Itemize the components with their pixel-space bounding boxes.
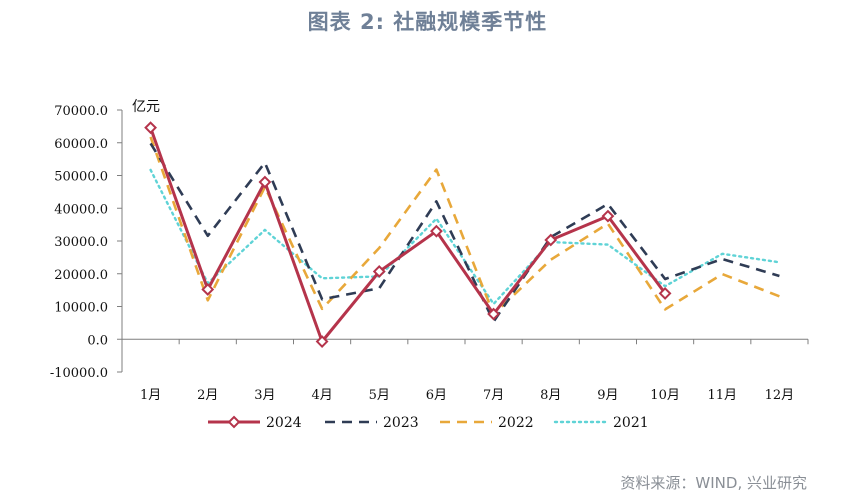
x-tick-label: 12月 bbox=[765, 388, 795, 403]
series-line-2021 bbox=[149, 168, 781, 306]
y-tick-label: 60000.0 bbox=[54, 137, 108, 152]
data-point-2024 bbox=[430, 224, 443, 238]
data-point-2024 bbox=[258, 175, 272, 189]
y-tick-label: -10000.0 bbox=[50, 366, 108, 381]
y-tick-label: 10000.0 bbox=[54, 301, 108, 316]
series-line-2024 bbox=[149, 127, 667, 343]
legend-label-2024: 2024 bbox=[266, 415, 302, 431]
y-tick-label: 50000.0 bbox=[54, 170, 108, 185]
x-tick-label: 7月 bbox=[483, 388, 504, 403]
series-line-2022 bbox=[149, 136, 780, 316]
x-tick-label: 10月 bbox=[650, 388, 680, 403]
x-tick-label: 8月 bbox=[540, 388, 561, 403]
x-tick-label: 5月 bbox=[369, 388, 390, 403]
y-unit-label: 亿元 bbox=[132, 99, 160, 115]
x-tick-label: 3月 bbox=[254, 388, 275, 403]
data-point-2024 bbox=[201, 283, 215, 296]
legend-label-2022: 2022 bbox=[498, 415, 534, 431]
x-tick-label: 1月 bbox=[140, 388, 161, 403]
legend-marker-2024 bbox=[227, 415, 241, 429]
data-point-2024 bbox=[487, 307, 500, 321]
data-point-2024 bbox=[144, 121, 157, 135]
source-note: 资料来源：WIND, 兴业研究 bbox=[620, 474, 807, 492]
y-tick-label: 30000.0 bbox=[54, 235, 108, 250]
data-point-2024 bbox=[601, 209, 615, 223]
y-tick-label: 20000.0 bbox=[54, 268, 108, 283]
data-point-2024 bbox=[372, 265, 386, 278]
x-tick-label: 6月 bbox=[426, 388, 447, 403]
data-point-2024 bbox=[544, 233, 558, 247]
x-tick-label: 11月 bbox=[707, 388, 737, 403]
x-tick-label: 4月 bbox=[311, 388, 332, 403]
legend-label-2021: 2021 bbox=[613, 415, 649, 431]
y-tick-label: 40000.0 bbox=[54, 202, 108, 217]
data-point-2024 bbox=[658, 286, 672, 300]
legend-label-2023: 2023 bbox=[383, 415, 419, 431]
data-point-2024 bbox=[315, 335, 329, 348]
y-tick-label: 0.0 bbox=[87, 333, 108, 348]
y-tick-label: 70000.0 bbox=[54, 104, 108, 119]
series-line-2023 bbox=[149, 142, 780, 323]
x-tick-label: 9月 bbox=[597, 388, 618, 403]
chart-title: 图表 2: 社融规模季节性 bbox=[307, 10, 548, 34]
x-tick-label: 2月 bbox=[197, 388, 218, 403]
